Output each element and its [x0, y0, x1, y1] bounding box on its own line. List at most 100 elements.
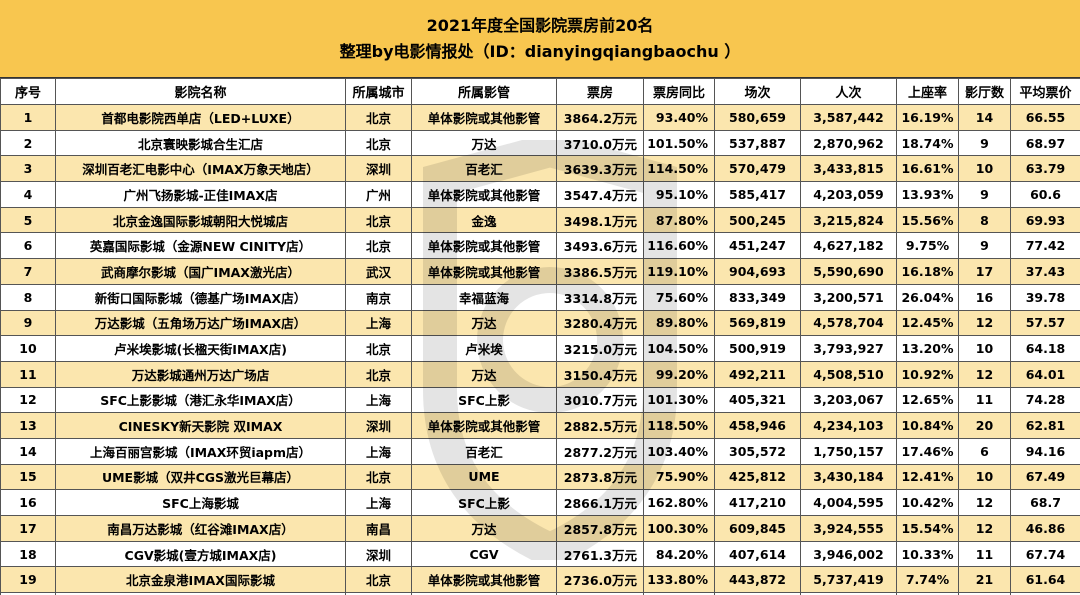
avg-price-cell: 46.86	[1010, 515, 1080, 542]
rank-cell: 12	[0, 386, 56, 414]
city-cell: 深圳	[345, 540, 412, 568]
halls-cell: 17	[958, 258, 1011, 285]
cinema-name-cell: 上海百丽宫影城（IMAX环贸iapm店）	[55, 437, 346, 465]
city-cell: 北京	[345, 335, 412, 362]
avg-price-cell: 67.74	[1010, 540, 1080, 568]
yoy-cell: 119.10%	[643, 258, 715, 285]
cinema-name-cell: SFC上海影城	[55, 489, 346, 516]
header-yoy: 票房同比	[643, 78, 715, 105]
table-body: 1 首都电影院西单店（LED+LUXE） 北京 单体影院或其他影管 3864.2万元 93…	[0, 104, 1080, 595]
halls-cell: 21	[958, 566, 1011, 594]
rank-cell: 13	[0, 412, 56, 439]
city-cell: 北京	[345, 360, 412, 388]
screenings-cell: 570,479	[714, 155, 801, 183]
cinema-name-cell: 英嘉国际影城（金源NEW CINITY店）	[55, 232, 346, 260]
admissions-cell: 3,946,002	[800, 540, 897, 568]
screenings-cell: 305,572	[714, 437, 801, 465]
admissions-cell: 5,737,419	[800, 566, 897, 594]
avg-price-cell: 77.42	[1010, 232, 1080, 260]
city-cell: 北京	[345, 104, 412, 131]
cinema-name-cell: 万达影城（五角场万达广场IMAX店）	[55, 309, 346, 337]
box-office-cell: 3010.7万元	[556, 386, 644, 414]
chain-cell: UME	[411, 463, 557, 491]
box-office-cell: 2877.2万元	[556, 437, 644, 465]
cinema-name-cell: 卢米埃影城(长楹天街IMAX店)	[55, 335, 346, 362]
screenings-cell: 458,946	[714, 412, 801, 439]
chain-cell: 万达	[411, 360, 557, 388]
sheet-title: 2021年度全国影院票房前20名	[426, 15, 654, 35]
table-row: 3 深圳百老汇电影中心（IMAX万象天地店） 深圳 百老汇 3639.3万元 114.50…	[0, 155, 1080, 183]
admissions-cell: 3,215,824	[800, 206, 897, 234]
cinema-name-cell: 北京金逸国际影城朝阳大悦城店	[55, 206, 346, 234]
admissions-cell: 4,508,510	[800, 360, 897, 388]
table-row: 13 CINESKY新天影院 双IMAX 深圳 单体影院或其他影管 2882.5万元 11…	[0, 412, 1080, 439]
rank-cell: 3	[0, 155, 56, 183]
cinema-name-cell: 深圳百老汇电影中心（IMAX万象天地店）	[55, 155, 346, 183]
avg-price-cell: 74.28	[1010, 386, 1080, 414]
yoy-cell: 75.90%	[643, 463, 715, 491]
screenings-cell: 569,819	[714, 309, 801, 337]
halls-cell: 14	[958, 104, 1011, 131]
occupancy-cell: 12.45%	[896, 309, 959, 337]
occupancy-cell: 16.61%	[896, 155, 959, 183]
chain-cell: 卢米埃	[411, 335, 557, 362]
halls-cell: 16	[958, 283, 1011, 311]
city-cell: 广州	[345, 181, 412, 208]
box-office-cell: 2873.8万元	[556, 463, 644, 491]
sheet-subtitle: 整理by电影情报处（ID：dianyingqiangbaochu ）	[339, 41, 741, 61]
admissions-cell: 3,433,815	[800, 155, 897, 183]
rank-cell: 14	[0, 437, 56, 465]
city-cell: 南京	[345, 283, 412, 311]
city-cell: 上海	[345, 309, 412, 337]
cinema-name-cell: 广州飞扬影城-正佳IMAX店	[55, 181, 346, 208]
rank-cell: 19	[0, 566, 56, 594]
box-office-cell: 3639.3万元	[556, 155, 644, 183]
box-office-cell: 2761.3万元	[556, 540, 644, 568]
occupancy-cell: 16.18%	[896, 258, 959, 285]
table-row: 20IMAX空间站影城兰州单体影院或其他影管2732.9万元81.20%571,…	[0, 592, 1080, 595]
occupancy-cell: 10.42%	[896, 489, 959, 516]
chain-cell: CGV	[411, 540, 557, 568]
occupancy-cell: 13.20%	[896, 335, 959, 362]
box-office-cell: 3280.4万元	[556, 309, 644, 337]
header-city: 所属城市	[345, 78, 412, 105]
chain-cell: 百老汇	[411, 437, 557, 465]
cinema-name-cell: 首都电影院西单店（LED+LUXE）	[55, 104, 346, 131]
avg-price-cell: 69.93	[1010, 206, 1080, 234]
box-office-cell: 2736.0万元	[556, 566, 644, 594]
yoy-cell: 133.80%	[643, 566, 715, 594]
yoy-cell: 101.30%	[643, 386, 715, 414]
screenings-cell: 405,321	[714, 386, 801, 414]
halls-cell: 10	[958, 155, 1011, 183]
screenings-cell: 443,872	[714, 566, 801, 594]
yoy-cell: 162.80%	[643, 489, 715, 516]
avg-price-cell: 60.6	[1010, 181, 1080, 208]
halls-cell: 12	[958, 309, 1011, 337]
header-cinema-name: 影院名称	[55, 78, 346, 105]
city-cell: 深圳	[345, 155, 412, 183]
occupancy-cell: 12.41%	[896, 463, 959, 491]
admissions-cell: 4,203,059	[800, 181, 897, 208]
box-office-cell: 3864.2万元	[556, 104, 644, 131]
chain-cell: 单体影院或其他影管	[411, 181, 557, 208]
admissions-cell: 5,590,690	[800, 258, 897, 285]
table-row: 18 CGV影城(壹方城IMAX店) 深圳 CGV 2761.3万元 84.20% 407,…	[0, 540, 1080, 568]
table-row: 12 SFC上影影城（港汇永华IMAX店） 上海 SFC上影 3010.7万元 101.3…	[0, 386, 1080, 414]
title-band: 2021年度全国影院票房前20名 整理by电影情报处（ID：dianyingqi…	[0, 0, 1080, 78]
halls-cell: 12	[958, 489, 1011, 516]
box-office-cell: 3493.6万元	[556, 232, 644, 260]
box-office-cell: 3386.5万元	[556, 258, 644, 285]
admissions-cell: 3,587,442	[800, 104, 897, 131]
header-rank: 序号	[0, 78, 56, 105]
avg-price-cell: 64.18	[1010, 335, 1080, 362]
admissions-cell: 4,578,704	[800, 309, 897, 337]
header-halls: 影厅数	[958, 78, 1011, 105]
rank-cell: 15	[0, 463, 56, 491]
box-office-cell: 3150.4万元	[556, 360, 644, 388]
screenings-cell: 500,919	[714, 335, 801, 362]
city-cell: 深圳	[345, 412, 412, 439]
cinema-name-cell: 北京金泉港IMAX国际影城	[55, 566, 346, 594]
box-office-cell: 3498.1万元	[556, 206, 644, 234]
screenings-cell: 904,693	[714, 258, 801, 285]
city-cell: 北京	[345, 206, 412, 234]
